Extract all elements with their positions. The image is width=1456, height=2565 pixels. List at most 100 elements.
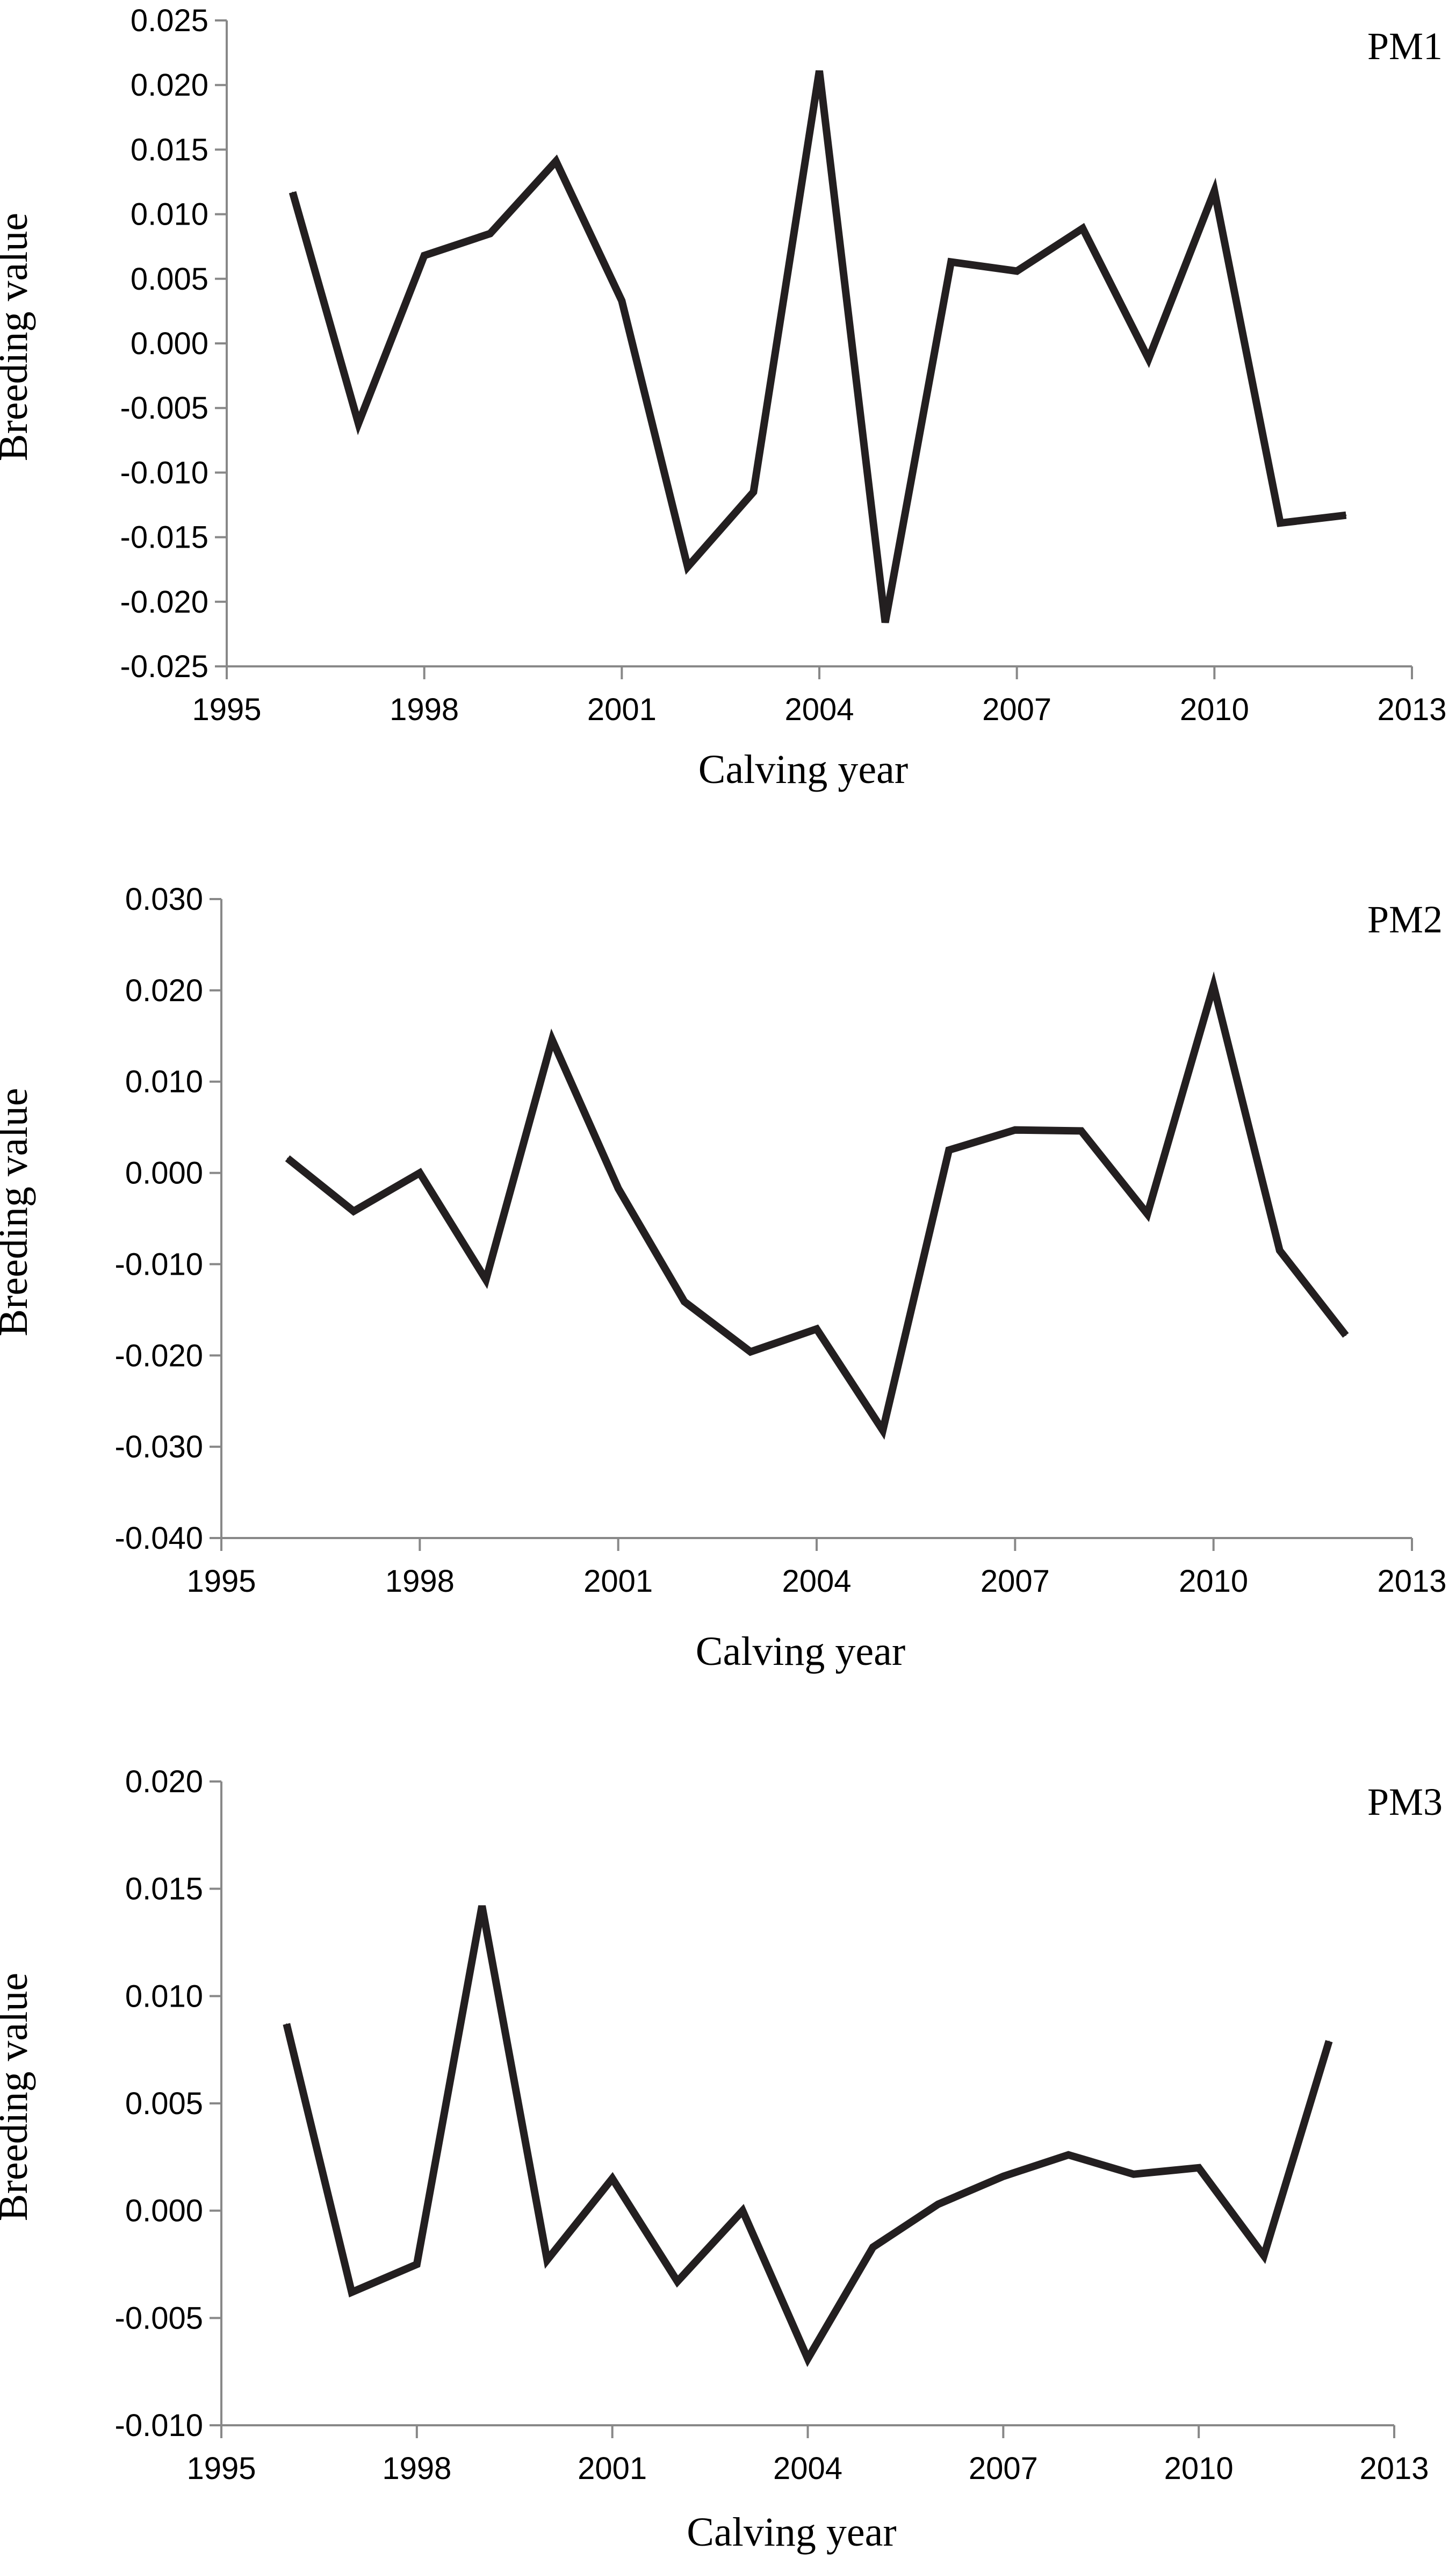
data-point — [1279, 1249, 1280, 1251]
data-point — [617, 1188, 619, 1189]
data-point — [948, 1149, 950, 1151]
y-tick-label: -0.020 — [120, 585, 208, 620]
data-point — [551, 1039, 553, 1040]
x-tick-label: 2004 — [773, 2451, 842, 2486]
x-axis-title: Calving year — [698, 747, 908, 792]
x-tick-label: 2007 — [981, 1564, 1050, 1599]
y-tick-label: 0.010 — [125, 1979, 203, 2014]
data-point — [489, 233, 491, 234]
x-tick-label: 2001 — [578, 2451, 647, 2486]
data-point — [1279, 522, 1281, 524]
y-tick-label: -0.005 — [120, 391, 208, 426]
data-point — [621, 300, 623, 301]
x-tick-label: 1998 — [382, 2451, 451, 2486]
data-point — [816, 1328, 817, 1330]
data-point — [1068, 2154, 1069, 2156]
data-point — [419, 1172, 421, 1174]
series-line — [289, 70, 1347, 623]
data-point — [1328, 2040, 1330, 2042]
y-tick-label: 0.010 — [131, 197, 208, 232]
x-tick-label: 2010 — [1180, 692, 1249, 727]
x-tick-label: 2007 — [969, 2451, 1038, 2486]
y-tick-label: -0.020 — [115, 1338, 203, 1373]
x-tick-label: 2013 — [1377, 1564, 1446, 1599]
chart-panel-pm1: -0.025 -0.020 -0.015 -0.010 -0.005 0.000 0.005… — [0, 3, 1447, 792]
y-axis-title: Breeding value — [0, 1973, 36, 2221]
y-tick-label: 0.000 — [125, 1156, 203, 1191]
data-point — [687, 566, 688, 567]
data-point — [807, 2358, 809, 2360]
y-tick-label: -0.010 — [120, 455, 208, 490]
y-tick-label: 0.030 — [125, 882, 203, 917]
x-tick-label: 2013 — [1359, 2451, 1429, 2486]
data-point — [1082, 228, 1084, 229]
y-tick-label: 0.015 — [125, 1872, 203, 1907]
data-point — [481, 1905, 483, 1907]
y-tick-label: 0.005 — [131, 262, 208, 297]
x-axis-title: Calving year — [687, 2510, 896, 2555]
y-tick-label: 0.015 — [131, 132, 208, 167]
data-point — [950, 261, 952, 263]
data-point — [351, 2291, 352, 2293]
data-point — [1003, 2175, 1004, 2177]
data-point — [1263, 2255, 1265, 2257]
y-tick-label: -0.025 — [120, 649, 208, 684]
y-axis-title: Breeding value — [0, 213, 36, 461]
y-tick-label: 0.020 — [125, 1764, 203, 1799]
data-point — [286, 2023, 287, 2025]
x-tick-label: 2001 — [583, 1564, 653, 1599]
x-tick-label: 1998 — [390, 692, 459, 727]
panel-label: PM1 — [1367, 25, 1443, 68]
data-point — [555, 161, 557, 162]
data-point — [1198, 2167, 1200, 2168]
data-point — [749, 1351, 751, 1353]
y-tick-label: 0.010 — [125, 1065, 203, 1100]
data-point — [1213, 985, 1214, 987]
x-tick-label: 2010 — [1179, 1564, 1248, 1599]
x-tick-label: 2004 — [782, 1564, 851, 1599]
y-tick-label: 0.005 — [125, 2086, 203, 2121]
x-tick-label: 2010 — [1164, 2451, 1234, 2486]
y-tick-label: -0.015 — [120, 520, 208, 555]
data-point — [938, 2203, 939, 2205]
data-point — [683, 1301, 685, 1303]
y-tick-label: -0.040 — [115, 1521, 203, 1556]
panel-label: PM3 — [1367, 1780, 1443, 1823]
x-tick-label: 1995 — [186, 1564, 256, 1599]
series-line — [285, 971, 1349, 1440]
y-tick-label: 0.020 — [131, 68, 208, 103]
y-tick-label: -0.030 — [115, 1429, 203, 1464]
panel-label: PM2 — [1367, 898, 1443, 941]
data-point — [1014, 1129, 1016, 1131]
data-point — [287, 1158, 289, 1159]
data-point — [353, 1210, 355, 1212]
data-point — [884, 622, 886, 623]
data-point — [1148, 358, 1149, 360]
data-point — [1016, 270, 1018, 272]
x-tick-label: 2013 — [1377, 692, 1446, 727]
x-tick-label: 1995 — [192, 692, 261, 727]
data-point — [1147, 1213, 1148, 1215]
data-point — [1345, 1334, 1346, 1336]
data-point — [1345, 514, 1347, 516]
x-tick-label: 2007 — [982, 692, 1051, 727]
y-tick-label: -0.005 — [115, 2301, 203, 2336]
data-point — [485, 1279, 487, 1281]
y-tick-label: 0.000 — [131, 326, 208, 361]
chart-panel-pm2: -0.040 -0.030 -0.020 -0.010 0.000 0.010 0.020 0… — [0, 882, 1447, 1674]
data-point — [819, 70, 820, 71]
data-point — [1080, 1130, 1082, 1132]
data-point — [872, 2246, 874, 2248]
data-point — [416, 2264, 417, 2265]
y-tick-label: 0.000 — [125, 2194, 203, 2229]
data-point — [358, 423, 359, 424]
x-axis-title: Calving year — [696, 1629, 905, 1674]
y-tick-label: 0.025 — [131, 3, 208, 38]
data-point — [546, 2259, 548, 2261]
data-point — [753, 491, 754, 493]
y-tick-label: -0.010 — [115, 2408, 203, 2443]
data-point — [423, 255, 425, 256]
data-point — [292, 191, 293, 193]
x-tick-label: 2004 — [784, 692, 854, 727]
